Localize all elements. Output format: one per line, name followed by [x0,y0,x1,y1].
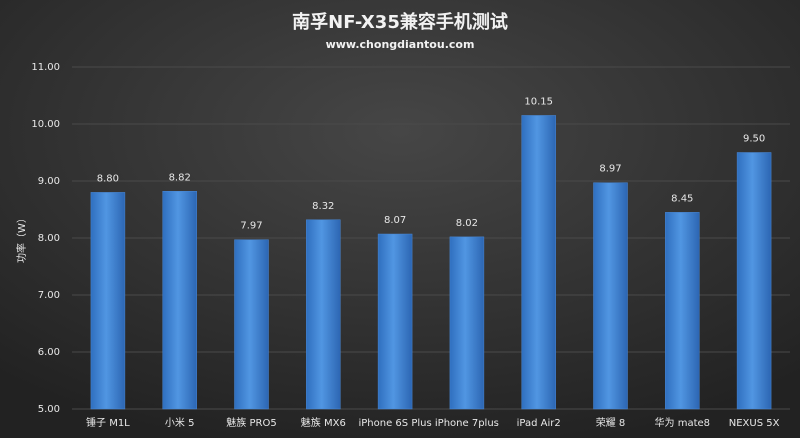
data-label: 8.32 [312,201,334,212]
bar [665,212,700,410]
bar [593,182,628,410]
bar [306,219,341,410]
y-tick-label: 6.00 [38,347,60,358]
y-axis-label: 功率（W） [15,213,28,263]
y-tick-label: 10.00 [31,119,60,130]
y-tick-label: 9.00 [38,176,60,187]
x-tick-label: iPhone 6S Plus [359,418,432,429]
x-tick-label: iPad Air2 [517,418,561,429]
data-label: 8.97 [599,164,621,175]
bar [377,233,413,410]
x-tick-label: iPhone 7plus [435,418,499,429]
bar [162,191,197,410]
bar [521,115,556,410]
x-tick-label: 小米 5 [165,416,195,429]
bar [234,239,269,410]
chart-subtitle: www.chongdiantou.com [326,38,475,51]
bar [736,152,772,410]
x-tick-label: NEXUS 5X [729,418,780,429]
y-tick-label: 7.00 [38,290,60,301]
data-label: 8.82 [169,172,191,183]
data-label: 10.15 [524,96,553,107]
x-tick-label: 魅族 MX6 [301,416,346,429]
x-tick-label: 荣耀 8 [596,417,626,429]
data-label: 7.97 [240,221,262,232]
y-tick-label: 5.00 [38,404,60,415]
y-tick-label: 11.00 [31,62,60,73]
x-tick-label: 魅族 PRO5 [226,416,276,429]
x-tick-label: 锤子 M1L [86,416,130,429]
data-label: 9.50 [743,134,765,145]
x-tick-label: 华为 mate8 [655,416,710,429]
chart-title: 南孚NF-X35兼容手机测试 [292,11,508,33]
data-label: 8.45 [671,193,693,204]
bar [449,236,485,410]
bar [90,192,126,410]
data-label: 8.02 [456,218,478,229]
data-label: 8.07 [384,215,406,226]
y-tick-label: 8.00 [38,233,60,244]
data-label: 8.80 [97,173,119,184]
